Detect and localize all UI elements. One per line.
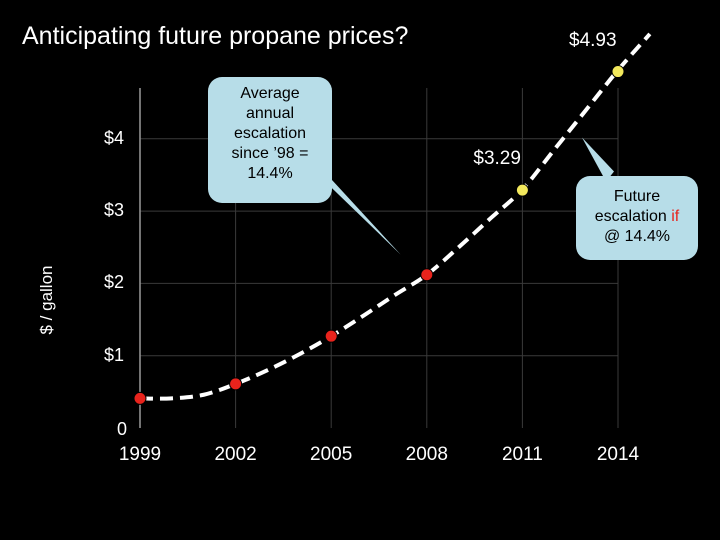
data-points [133,65,625,405]
callout-line: @ 14.4% [603,228,671,245]
callout-pointer-future [582,137,614,182]
emphasis-if: if [671,208,680,225]
projected-point [611,65,625,79]
x-tick-label: 2011 [501,444,543,465]
x-tick-label: 2014 [596,444,640,465]
historical-point [133,391,147,405]
callout-line: Future [613,188,661,205]
callout-line: annual [245,105,295,122]
callout-text: escalation [594,208,667,225]
page-title: Anticipating future propane prices? [22,22,409,50]
callout-line: escalation if [576,207,698,227]
callout-line: since ’98 = [231,145,309,162]
x-tick-label: 1999 [118,444,162,465]
historical-point [324,329,338,343]
x-tick-label: 2005 [310,444,353,465]
y-tick-label: 0 [117,419,128,439]
trend-curve [139,32,652,401]
y-tick-label: $3 [104,200,125,221]
x-tick-label: 2008 [405,444,448,465]
projected-point [515,183,529,197]
callout-average-escalation: Average annual escalation since ’98 = 14… [208,77,332,203]
callout-future-escalation: Future escalation if @ 14.4% [576,176,698,260]
historical-point [420,268,434,282]
y-tick-label: $4 [104,127,125,148]
y-axis-label: $ / gallon [37,265,56,335]
callout-line: escalation [233,125,307,142]
x-tick-label: 2002 [214,444,257,465]
historical-point [229,377,243,391]
callout-line: 14.4% [247,165,293,182]
y-tick-label: $2 [104,272,125,293]
data-label: $4.93 [569,29,617,51]
callout-line: Average [240,85,300,102]
y-tick-label: $1 [104,344,125,365]
data-label: $3.29 [473,148,521,170]
